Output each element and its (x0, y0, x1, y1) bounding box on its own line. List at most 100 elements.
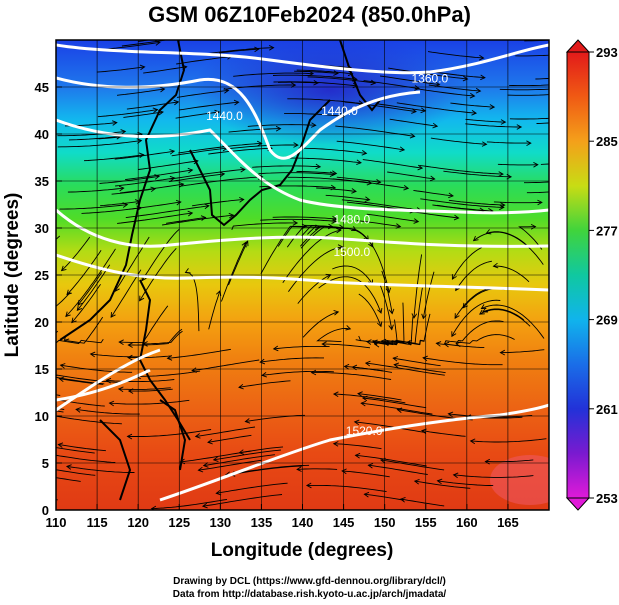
streamline (497, 163, 538, 166)
streamline-arrow (166, 355, 173, 361)
streamline-arrow (475, 87, 482, 94)
streamline (128, 388, 173, 392)
streamline-arrow (233, 99, 240, 106)
streamline (473, 231, 544, 265)
streamline (77, 272, 103, 306)
y-tick-label: 20 (35, 315, 49, 330)
streamline (535, 77, 549, 80)
streamline (138, 160, 198, 170)
streamline-arrow (59, 363, 66, 369)
streamline-arrow (584, 41, 589, 46)
x-tick-label: 110 (46, 515, 67, 530)
x-axis-ticks: 110 115 120 125 130 135 140 145 150 155 160 165 (46, 504, 519, 530)
contour-labels: 1360.0 1440.0 1440.0 1480.0 1500.0 1520.0 (206, 71, 448, 437)
streamline (344, 101, 417, 113)
y-tick-label: 40 (35, 127, 49, 142)
streamline (116, 88, 165, 96)
x-axis-label: Longitude (degrees) (211, 540, 394, 561)
streamline (151, 498, 228, 510)
streamline-arrow (139, 295, 145, 302)
streamline (57, 130, 126, 137)
streamline (61, 236, 91, 271)
streamline (470, 438, 547, 443)
streamline-arrow (331, 170, 338, 176)
x-tick-label: 145 (333, 515, 355, 530)
streamline (322, 343, 371, 349)
streamline-arrow (526, 140, 532, 146)
streamline (114, 150, 175, 160)
streamline (109, 399, 190, 405)
streamline (307, 76, 376, 84)
streamline (526, 191, 549, 194)
streamline (465, 123, 522, 128)
streamline-arrow (335, 227, 342, 234)
streamline (56, 399, 105, 407)
contour-label: 1480.0 (333, 212, 370, 226)
streamline (230, 465, 302, 476)
streamline-arrow (110, 312, 116, 318)
streamline-arrow (238, 383, 244, 390)
streamline-arrow (411, 108, 417, 114)
streamline-arrow (108, 400, 115, 407)
streamline (76, 264, 111, 311)
streamline-arrow (432, 122, 439, 129)
streamline (66, 465, 135, 473)
streamline (207, 434, 252, 443)
streamline-arrow (343, 363, 350, 370)
streamline-arrow (599, 175, 604, 180)
streamline (272, 216, 337, 220)
colorbar-tick-label: 285 (596, 134, 618, 149)
streamline (389, 118, 438, 127)
streamline-arrow (251, 31, 256, 36)
streamline (120, 183, 184, 194)
streamline-arrow (66, 289, 72, 296)
streamline (56, 330, 59, 334)
streamline-arrow (454, 313, 460, 320)
streamline-arrow (451, 274, 457, 280)
y-tick-label: 25 (35, 268, 49, 283)
streamline (444, 343, 485, 349)
streamline-arrow (173, 99, 180, 106)
streamline-arrow (409, 133, 416, 139)
streamline (427, 51, 484, 59)
streamline-arrow (367, 462, 374, 469)
streamline (226, 144, 298, 150)
streamline (396, 102, 477, 114)
streamline (450, 102, 495, 108)
streamline (515, 54, 549, 57)
streamline (100, 200, 140, 207)
streamline-arrow (413, 478, 420, 485)
streamline-arrow (453, 214, 460, 221)
streamline-arrow (118, 339, 124, 345)
streamline (362, 159, 423, 169)
streamline-arrow (27, 317, 32, 322)
streamline-arrow (436, 478, 443, 485)
streamline-arrow (268, 44, 275, 51)
streamline-arrow (530, 223, 537, 230)
streamline (296, 170, 337, 174)
streamline (332, 265, 373, 285)
streamline-arrow (315, 163, 322, 170)
streamline-arrow (89, 351, 96, 358)
streamline-arrow (330, 184, 337, 191)
streamline-arrow (76, 305, 83, 312)
streamline-arrow (499, 349, 506, 356)
streamline-arrow (516, 124, 523, 130)
streamline (110, 269, 142, 318)
streamline (356, 220, 401, 228)
streamline-arrow (261, 372, 267, 378)
streamline-arrow (471, 110, 478, 116)
streamline-arrow (452, 472, 459, 479)
streamline (277, 81, 319, 84)
colorbar-bottom-arrow (565, 497, 591, 511)
x-tick-label: 135 (251, 515, 273, 530)
contour-label: 1500.0 (333, 245, 370, 259)
streamline-arrow (492, 262, 499, 269)
streamline (117, 212, 193, 224)
streamline (499, 88, 549, 91)
streamline-arrow (215, 489, 222, 496)
streamline (56, 394, 61, 396)
streamline-arrow (296, 466, 302, 472)
streamline-arrow (126, 433, 133, 440)
streamline-arrow (228, 212, 235, 219)
